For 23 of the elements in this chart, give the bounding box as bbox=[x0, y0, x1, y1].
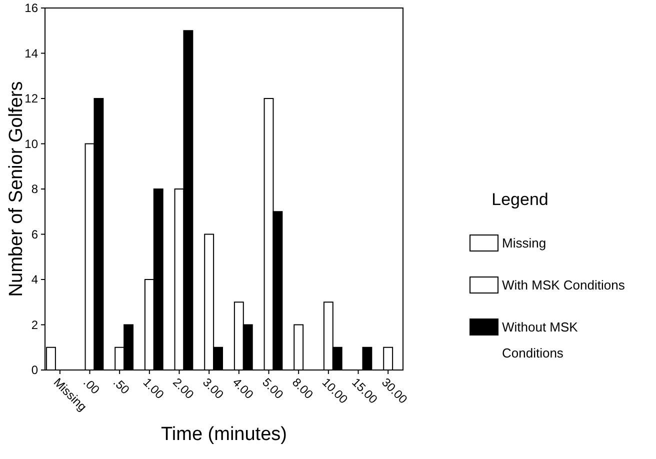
legend-label: Without MSK Conditions bbox=[502, 320, 578, 361]
x-tick-label: .00 bbox=[80, 375, 103, 398]
legend-title: Legend bbox=[492, 190, 548, 209]
x-tick-label: 1.00 bbox=[140, 375, 167, 402]
y-tick-label: 2 bbox=[31, 318, 38, 332]
x-axis-title: Time (minutes) bbox=[161, 424, 287, 445]
y-tick-label: 6 bbox=[31, 227, 38, 242]
x-tick-label: 3.00 bbox=[200, 375, 227, 402]
y-tick-label: 4 bbox=[31, 272, 38, 287]
y-tick-label: 12 bbox=[24, 92, 38, 106]
x-tick-label: .50 bbox=[110, 375, 132, 398]
y-tick-label: 8 bbox=[31, 182, 38, 196]
x-tick-label: 5.00 bbox=[260, 375, 286, 402]
y-tick-label: 14 bbox=[24, 46, 38, 60]
legend-label: With MSK Conditions bbox=[502, 278, 626, 293]
y-tick-label: 0 bbox=[31, 363, 38, 378]
y-tick-label: 16 bbox=[24, 1, 38, 16]
y-tick-label: 10 bbox=[24, 136, 38, 151]
y-axis-title: Number of Senior Golfers bbox=[6, 81, 27, 297]
x-tick-label: 4.00 bbox=[230, 375, 256, 402]
x-tick-label: 2.00 bbox=[170, 375, 197, 402]
x-tick-label: 8.00 bbox=[289, 375, 316, 402]
legend-label: Missing bbox=[502, 236, 546, 251]
